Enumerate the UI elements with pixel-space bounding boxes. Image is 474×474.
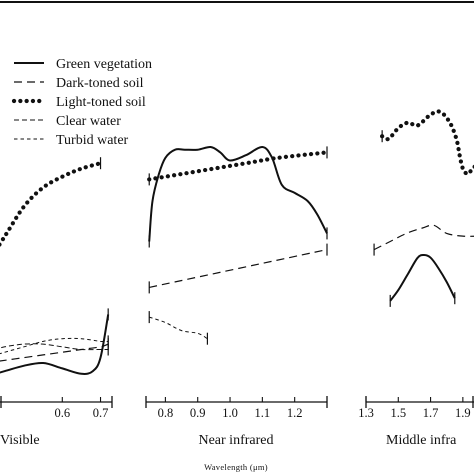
visible-curve-dark-toned-soil <box>0 343 109 362</box>
near-infrared-curve-light-toned-soil <box>147 150 330 182</box>
visible-curve-turbid-water <box>0 337 109 355</box>
x-tick-label: 1.0 <box>222 406 238 420</box>
region-label-middle-infrared: Middle infra <box>386 433 457 448</box>
near-infrared-curve-turbid-water <box>149 316 208 340</box>
panel-visible: 0.6 0.7 Visible <box>0 157 113 448</box>
legend-label-dark-toned-soil: Dark-toned soil <box>56 76 144 91</box>
x-tick-label: 1.7 <box>423 406 439 420</box>
x-axis-title: Wavelength (μm) <box>204 462 268 472</box>
middle-infrared-curve-dark-toned-soil <box>373 224 474 251</box>
x-tick-label: 1.1 <box>255 406 271 420</box>
legend-label-green-vegetation: Green vegetation <box>56 57 152 72</box>
near-infrared-curve-green-vegetation <box>148 145 328 242</box>
panel-middle-infrared: 1.3 1.5 1.7 1.9 Middle infra <box>358 109 474 448</box>
legend-label-turbid-water: Turbid water <box>56 133 129 148</box>
middle-infrared-curve-green-vegetation <box>389 253 456 302</box>
x-tick-label: 1.9 <box>455 406 471 420</box>
middle-infrared-curve-light-toned-soil <box>380 109 474 177</box>
chart-panels: 0.6 0.7 Visible 0.8 0.9 1.0 1.1 1.2 Near infrare… <box>0 109 474 448</box>
visible-curve-clear-water <box>0 343 109 351</box>
visible-curve-light-toned-soil <box>0 161 103 248</box>
x-tick-label: 1.5 <box>390 406 406 420</box>
visible-curve-green-vegetation <box>0 314 110 375</box>
x-tick-label: 0.9 <box>190 406 206 420</box>
x-tick-label: 0.6 <box>54 406 70 420</box>
legend: Green vegetation Dark-toned soil Light-ton… <box>11 57 152 148</box>
near-infrared-curve-dark-toned-soil <box>149 249 328 288</box>
region-label-visible: Visible <box>0 433 40 448</box>
legend-label-light-toned-soil: Light-toned soil <box>56 95 146 110</box>
x-tick-label: 0.8 <box>158 406 174 420</box>
x-tick-label: 1.3 <box>358 406 374 420</box>
legend-label-clear-water: Clear water <box>56 114 121 129</box>
x-tick-label: 1.2 <box>287 406 303 420</box>
region-label-near-infrared: Near infrared <box>198 433 273 448</box>
panel-near-infrared: 0.8 0.9 1.0 1.1 1.2 Near infrared <box>145 145 330 448</box>
x-tick-label: 0.7 <box>93 406 109 420</box>
